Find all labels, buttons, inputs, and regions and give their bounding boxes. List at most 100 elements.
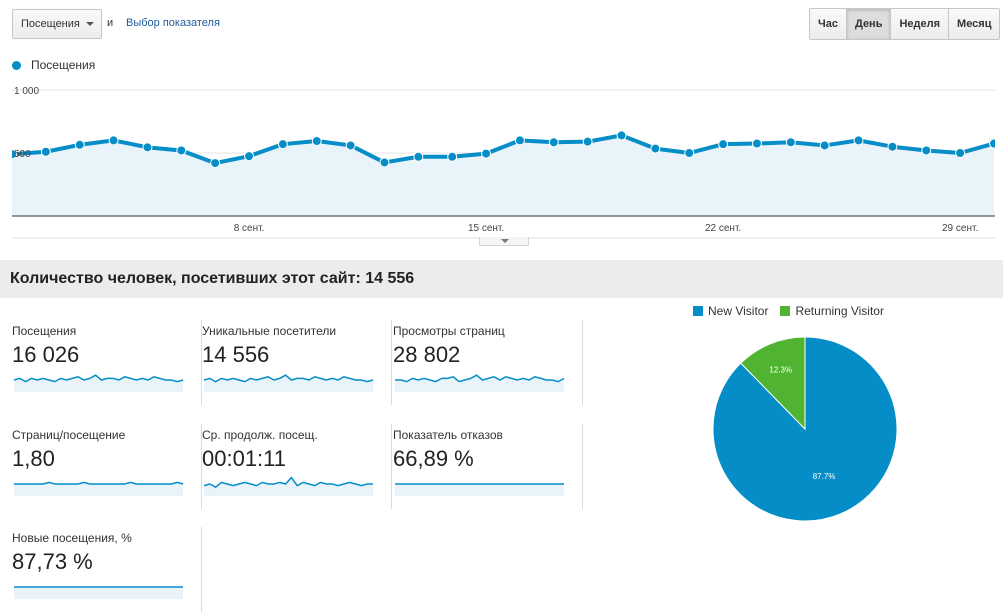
tile-value: 16 026 — [12, 342, 80, 367]
data-point[interactable] — [108, 135, 119, 146]
legend-label: Посещения — [31, 58, 96, 72]
series-area — [12, 135, 994, 216]
x-tick-label: 22 сент. — [705, 223, 741, 234]
tile-label: Показатель отказов — [393, 428, 503, 442]
data-point[interactable] — [955, 148, 966, 158]
data-point[interactable] — [650, 143, 661, 154]
tile-value: 87,73 % — [12, 549, 93, 574]
tile-value: 28 802 — [393, 342, 461, 367]
sparkline-area — [395, 484, 564, 496]
visitor-type-pie-chart: 87.7% 12.3% — [712, 336, 898, 522]
pie-legend: New Visitor Returning Visitor — [693, 304, 896, 318]
sparkline-line — [204, 476, 373, 489]
y-tick-label: 500 — [14, 149, 31, 160]
and-text: и — [107, 17, 114, 29]
tile-bounce-rate[interactable]: Показатель отказов 66,89 % — [393, 424, 583, 509]
tile-label: Просмотры страниц — [393, 324, 505, 338]
data-point[interactable] — [379, 157, 390, 168]
sparkline-line — [395, 374, 565, 383]
tile-label: Страниц/посещение — [12, 428, 126, 442]
data-point[interactable] — [582, 136, 593, 147]
data-point[interactable] — [413, 151, 424, 162]
sparkline — [204, 374, 374, 392]
tile-pages-per-visit[interactable]: Страниц/посещение 1,80 — [12, 424, 202, 509]
data-point[interactable] — [311, 136, 322, 147]
data-point[interactable] — [853, 135, 864, 146]
data-point[interactable] — [12, 149, 17, 160]
pie-legend-new-visitor[interactable]: New Visitor — [693, 304, 768, 318]
metric-select-label: Посещения — [21, 18, 80, 30]
sparkline-line — [204, 374, 374, 383]
tile-label: Новые посещения, % — [12, 531, 132, 545]
choose-metric-link[interactable]: Выбор показателя — [126, 17, 220, 29]
x-tick-label: 29 сент. — [942, 223, 978, 234]
time-range-group: Час День Неделя Месяц — [809, 8, 1001, 40]
top-toolbar: Посещения и Выбор показателя Час День Не… — [0, 0, 1003, 50]
data-point[interactable] — [548, 137, 559, 148]
sparkline — [204, 476, 373, 496]
data-point[interactable] — [887, 141, 898, 152]
legend-swatch-icon — [693, 306, 703, 316]
pie-legend-label: Returning Visitor — [795, 304, 884, 318]
data-point[interactable] — [751, 138, 762, 149]
data-point[interactable] — [718, 139, 729, 150]
tile-value: 66,89 % — [393, 446, 474, 471]
sparkline-line — [14, 481, 184, 485]
range-month-button[interactable]: Месяц — [949, 9, 1000, 39]
sparkline-area — [14, 587, 183, 599]
sparkline — [14, 586, 183, 599]
chevron-down-icon — [86, 22, 94, 26]
data-point[interactable] — [40, 146, 51, 157]
chart-legend: Посещения — [12, 58, 95, 72]
data-point[interactable] — [481, 148, 492, 159]
data-point[interactable] — [345, 140, 356, 151]
pie-slice-returning-visitor[interactable] — [740, 336, 806, 431]
tile-value: 1,80 — [12, 446, 55, 471]
tile-avg-duration[interactable]: Ср. продолж. посещ. 00:01:11 — [202, 424, 392, 509]
pie-slice-label: 87.7% — [813, 472, 836, 481]
metric-select[interactable]: Посещения — [12, 9, 102, 39]
legend-swatch-icon — [780, 306, 791, 316]
range-week-button[interactable]: Неделя — [891, 9, 950, 39]
chart-collapse-handle[interactable] — [479, 237, 529, 246]
sparkline — [14, 374, 184, 392]
sparkline — [14, 481, 184, 496]
sparkline-line — [14, 374, 184, 383]
data-point[interactable] — [74, 139, 85, 150]
data-point[interactable] — [244, 151, 255, 162]
tile-label: Ср. продолж. посещ. — [202, 428, 318, 442]
tile-visits[interactable]: Посещения 16 026 — [12, 320, 202, 405]
data-point[interactable] — [921, 145, 932, 156]
tile-value: 14 556 — [202, 342, 270, 367]
data-point[interactable] — [514, 135, 525, 146]
y-tick-label: 1 000 — [14, 86, 39, 97]
x-tick-label: 15 сент. — [468, 223, 504, 234]
data-point[interactable] — [616, 130, 627, 141]
tile-label: Уникальные посетители — [202, 324, 337, 338]
sparkline-area — [204, 477, 373, 496]
data-point[interactable] — [210, 158, 221, 169]
data-point[interactable] — [176, 145, 187, 156]
tile-unique-visitors[interactable]: Уникальные посетители 14 556 — [202, 320, 392, 405]
range-hour-button[interactable]: Час — [810, 9, 847, 39]
data-point[interactable] — [684, 148, 695, 158]
range-day-button[interactable]: День — [846, 9, 892, 39]
caret-down-icon — [501, 239, 509, 243]
tile-value: 00:01:11 — [202, 446, 287, 471]
x-tick-label: 8 сент. — [234, 223, 265, 234]
tile-pageviews[interactable]: Просмотры страниц 28 802 — [393, 320, 583, 405]
pie-legend-returning-visitor[interactable]: Returning Visitor — [780, 304, 884, 318]
data-point[interactable] — [447, 151, 458, 162]
data-point[interactable] — [819, 140, 830, 151]
sparkline — [395, 374, 565, 392]
tile-new-visits-percent[interactable]: Новые посещения, % 87,73 % — [12, 527, 202, 612]
visits-line-chart: 1 000 500 8 сент. 15 сент. 22 сент. 29 сент. — [12, 86, 996, 239]
data-point[interactable] — [277, 139, 288, 150]
sparkline-area — [14, 482, 183, 496]
data-point[interactable] — [142, 142, 153, 153]
data-point[interactable] — [785, 137, 796, 148]
tile-label: Посещения — [12, 324, 77, 338]
data-point[interactable] — [989, 138, 996, 149]
pie-legend-label: New Visitor — [708, 304, 769, 318]
legend-dot-icon — [12, 60, 21, 70]
